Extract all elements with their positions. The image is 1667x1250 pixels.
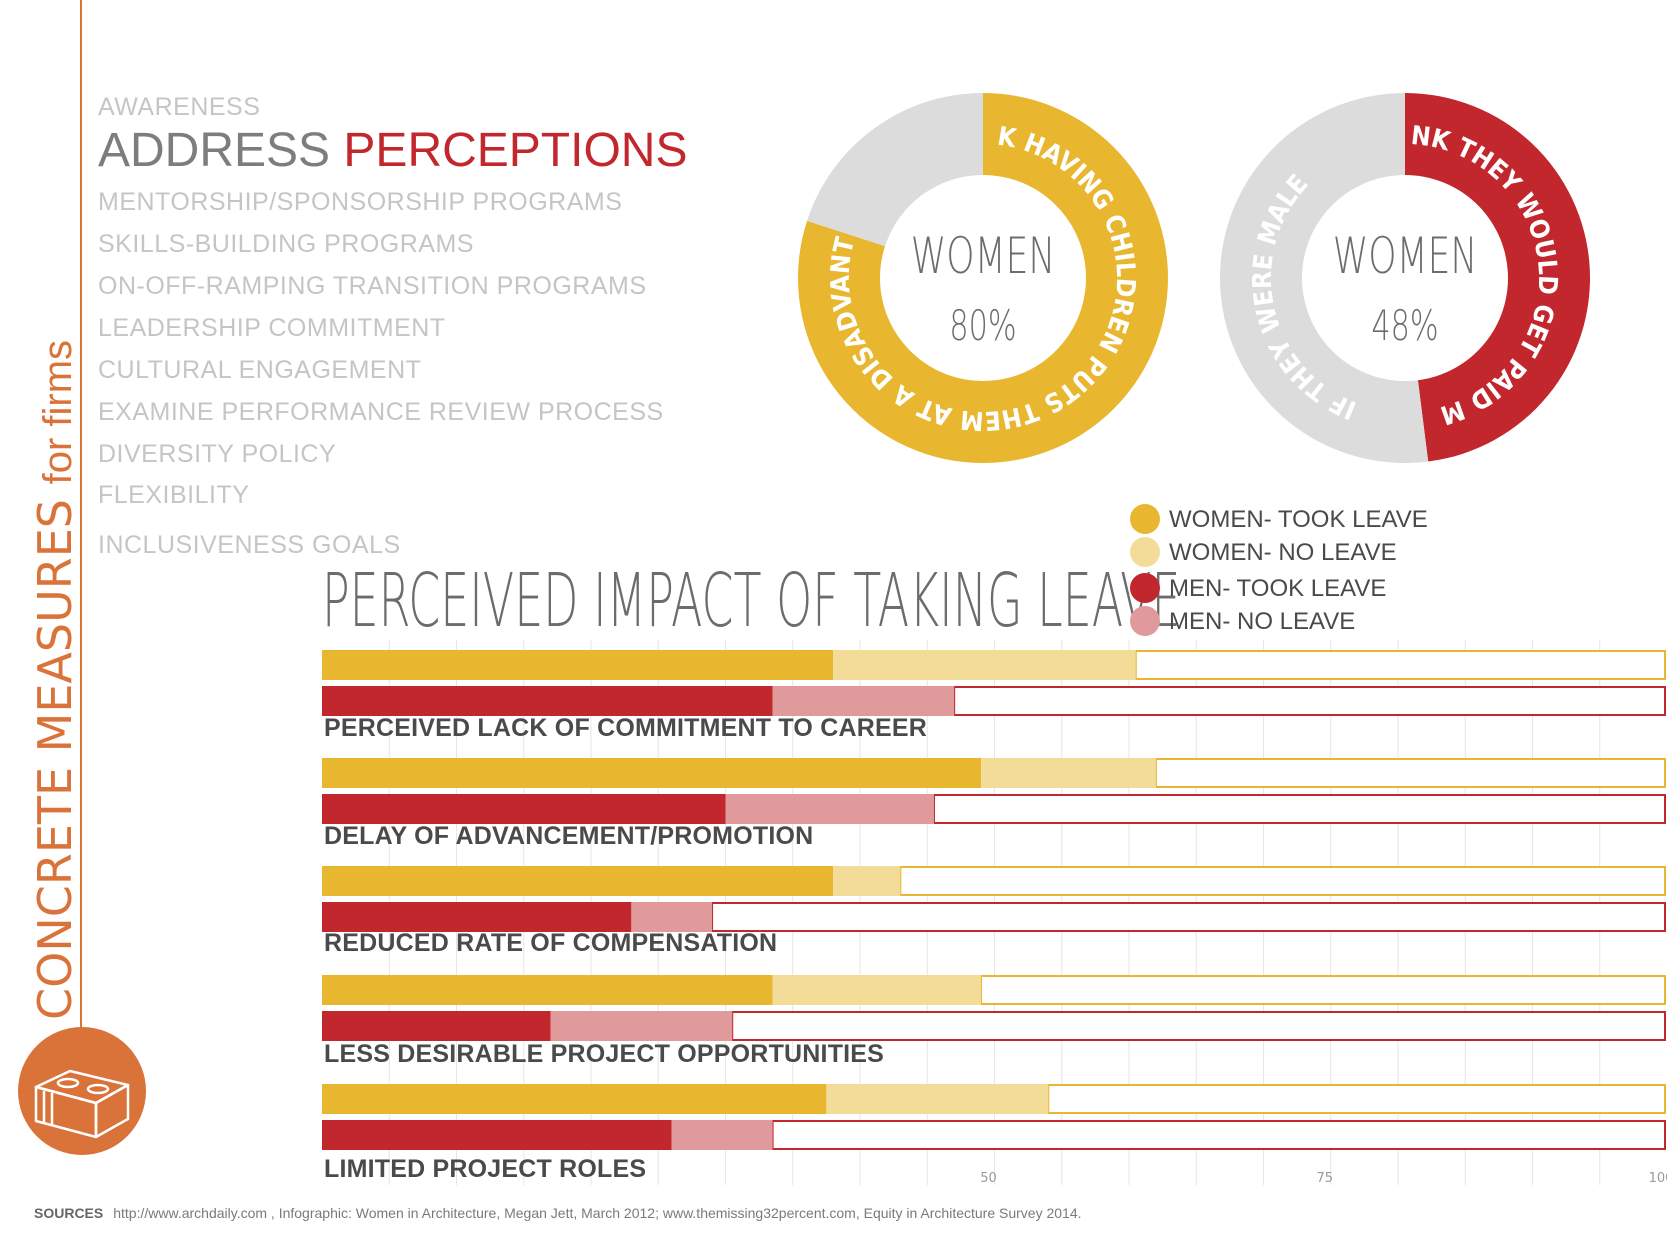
legend-label: WOMEN- NO LEAVE	[1169, 539, 1397, 566]
bar-women-took-leave	[322, 650, 834, 680]
measure-flexibility[interactable]: FLEXIBILITY	[98, 481, 250, 509]
bar-men-remainder	[953, 686, 1666, 716]
category-label: PERCEIVED LACK OF COMMITMENT TO CAREER	[324, 714, 927, 742]
x-tick-label: 50	[980, 1171, 997, 1186]
bar-men-remainder	[932, 794, 1666, 824]
bar-women-no-leave	[981, 758, 1156, 788]
legend-item: MEN- TOOK LEAVE	[1130, 572, 1450, 606]
bar-women-took-leave	[322, 866, 834, 896]
category-label: REDUCED RATE OF COMPENSATION	[324, 929, 778, 957]
sources-footnote: SOURCES http://www.archdaily.com , Infogr…	[34, 1205, 1082, 1221]
bar-women-remainder	[980, 975, 1666, 1005]
category-label: LESS DESIRABLE PROJECT OPPORTUNITIES	[324, 1040, 885, 1068]
bar-men-remainder	[731, 1011, 1666, 1041]
bar-men-took-leave	[322, 1120, 672, 1150]
measure-perceptions-word: PERCEPTIONS	[343, 124, 688, 177]
legend-label: MEN- NO LEAVE	[1169, 608, 1356, 635]
measure-diversity[interactable]: DIVERSITY POLICY	[98, 440, 337, 468]
bar-women-remainder	[1154, 758, 1667, 788]
measure-awareness[interactable]: AWARENESS	[98, 93, 261, 121]
bar-men-no-leave	[550, 1011, 733, 1041]
x-tick-label: 100	[1649, 1171, 1667, 1186]
measure-performance-review[interactable]: EXAMINE PERFORMANCE REVIEW PROCESS	[98, 398, 664, 426]
donut-remainder-segment	[807, 93, 983, 247]
donut-value-segment	[798, 93, 1169, 463]
measure-leadership[interactable]: LEADERSHIP COMMITMENT	[98, 314, 446, 342]
bar-women-remainder	[1047, 1084, 1667, 1114]
donut-center-label: WOMEN	[911, 228, 1056, 285]
chart-title: PERCEIVED IMPACT OF TAKING LEAVE	[322, 558, 1181, 644]
legend-label: MEN- TOOK LEAVE	[1169, 575, 1387, 602]
bar-men-remainder	[711, 902, 1666, 932]
sidebar-divider	[80, 0, 82, 1040]
donut-charts: THINK HAVING CHILDREN PUTS THEM AT A DIS…	[0, 0, 1590, 463]
donut-remainder-segment	[1220, 93, 1429, 463]
bar-women-took-leave	[322, 758, 982, 788]
bar-women-took-leave	[322, 975, 773, 1005]
legend-swatch-men-no-leave	[1130, 606, 1160, 636]
donut-center-percent: 48%	[1371, 301, 1438, 350]
legend-item: WOMEN- TOOK LEAVE	[1130, 503, 1450, 537]
category-label: LIMITED PROJECT ROLES	[324, 1155, 647, 1183]
bar-men-took-leave	[322, 902, 632, 932]
measure-address-word: ADDRESS	[98, 124, 331, 177]
bar-men-remainder	[771, 1120, 1666, 1150]
bar-men-took-leave	[322, 686, 773, 716]
bar-men-no-leave	[631, 902, 713, 932]
concrete-block-icon	[18, 1027, 146, 1155]
measure-cultural[interactable]: CULTURAL ENGAGEMENT	[98, 356, 422, 384]
legend-item: WOMEN- NO LEAVE	[1130, 536, 1450, 570]
donut-value-segment	[1405, 93, 1590, 462]
bar-women-no-leave	[833, 866, 901, 896]
sources-text: http://www.archdaily.com , Infographic: …	[113, 1205, 1082, 1221]
measure-inclusiveness[interactable]: INCLUSIVENESS GOALS	[98, 531, 401, 559]
bar-women-remainder	[899, 866, 1666, 896]
category-label: DELAY OF ADVANCEMENT/PROMOTION	[324, 822, 814, 850]
bar-men-no-leave	[772, 686, 955, 716]
legend-item: MEN- NO LEAVE	[1130, 605, 1450, 639]
measure-skills-building[interactable]: SKILLS-BUILDING PROGRAMS	[98, 230, 474, 258]
bar-men-took-leave	[322, 794, 726, 824]
bar-men-no-leave	[725, 794, 934, 824]
bar-women-no-leave	[833, 650, 1136, 680]
donut-center-label: WOMEN	[1333, 228, 1478, 285]
sources-key: SOURCES	[34, 1205, 104, 1221]
bar-men-no-leave	[671, 1120, 773, 1150]
legend-swatch-women-took-leave	[1130, 504, 1160, 534]
bar-women-no-leave	[772, 975, 982, 1005]
x-tick-label: 75	[1316, 1171, 1333, 1186]
bar-women-took-leave	[322, 1084, 827, 1114]
legend-label: WOMEN- TOOK LEAVE	[1169, 506, 1428, 533]
bar-men-took-leave	[322, 1011, 551, 1041]
bar-women-no-leave	[826, 1084, 1049, 1114]
legend-swatch-women-no-leave	[1130, 537, 1160, 567]
donut-center-percent: 80%	[949, 301, 1016, 350]
bar-women-remainder	[1134, 650, 1666, 680]
measure-on-off-ramping[interactable]: ON-OFF-RAMPING TRANSITION PROGRAMS	[98, 272, 647, 300]
measure-address-perceptions[interactable]: ADDRESS PERCEPTIONS	[98, 123, 687, 178]
measure-mentorship[interactable]: MENTORSHIP/SPONSORSHIP PROGRAMS	[98, 188, 623, 216]
legend-swatch-men-took-leave	[1130, 573, 1160, 603]
